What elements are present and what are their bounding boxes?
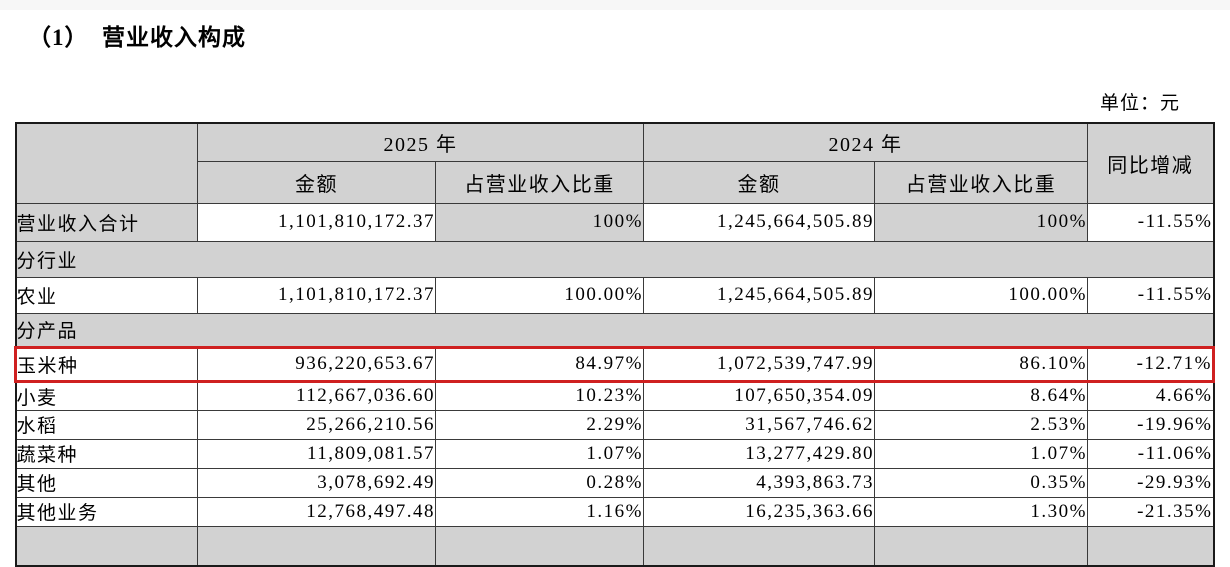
header-share-2025: 占营业收入比重 <box>435 160 644 204</box>
table-row: 蔬菜种 11,809,081.57 1.07% 13,277,429.80 1.07% -… <box>15 438 1214 469</box>
table-row: 水稻 25,266,210.56 2.29% 31,567,746.62 2.53% -1… <box>15 409 1214 440</box>
share-2025: 1.16% <box>435 496 644 527</box>
table-row-highlighted: 玉米种 936,220,653.67 84.97% 1,072,539,747.99 8… <box>14 345 1215 383</box>
amount-2024: 31,567,746.62 <box>643 409 875 440</box>
partial-cell <box>15 525 198 567</box>
header-yoy-change: 同比增减 <box>1087 122 1214 204</box>
yoy-change: -21.35% <box>1087 496 1214 527</box>
amount-2024: 4,393,863.73 <box>643 467 875 498</box>
amount-2025: 3,078,692.49 <box>197 467 436 498</box>
amount-2025: 1,101,810,172.37 <box>197 276 436 314</box>
amount-2024: 1,245,664,505.89 <box>643 202 875 242</box>
page-title: （1） 营业收入构成 <box>28 25 246 50</box>
yoy-change: -29.93% <box>1087 467 1214 498</box>
table-row: 其他 3,078,692.49 0.28% 4,393,863.73 0.35% -29.… <box>15 467 1214 498</box>
amount-2025: 12,768,497.48 <box>197 496 436 527</box>
header-amount-2024: 金额 <box>643 160 875 204</box>
unit-label: 单位：元 <box>1099 93 1180 114</box>
header-row-metrics: 金额 占营业收入比重 金额 占营业收入比重 <box>16 160 1214 204</box>
amount-2024: 16,235,363.66 <box>643 496 875 527</box>
section-label: 分行业 <box>15 240 1214 278</box>
yoy-change: -12.71% <box>1087 345 1215 383</box>
row-label: 水稻 <box>15 409 198 440</box>
share-2024: 100.00% <box>874 276 1088 314</box>
section-row: 分行业 <box>15 240 1214 278</box>
partial-cell <box>1087 525 1214 567</box>
table-row: 农业 1,101,810,172.37 100.00% 1,245,664,505.8… <box>15 276 1214 314</box>
amount-2025: 25,266,210.56 <box>197 409 436 440</box>
table-row: 小麦 112,667,036.60 10.23% 107,650,354.09 8.64… <box>15 380 1214 411</box>
partial-cell <box>435 525 644 567</box>
header-amount-2025: 金额 <box>197 160 436 204</box>
row-label: 其他 <box>15 467 198 498</box>
partial-cell <box>874 525 1088 567</box>
row-label: 蔬菜种 <box>15 438 198 469</box>
partial-cell <box>197 525 436 567</box>
table-row: 营业收入合计 1,101,810,172.37 100% 1,245,664,505.… <box>15 202 1214 242</box>
share-2024: 86.10% <box>874 345 1088 383</box>
header-blank-cell <box>15 122 198 204</box>
row-label: 其他业务 <box>15 496 198 527</box>
amount-2024: 1,245,664,505.89 <box>643 276 875 314</box>
partial-row <box>15 525 1214 567</box>
table-body: 营业收入合计 1,101,810,172.37 100% 1,245,664,505.… <box>14 202 1215 567</box>
share-2025: 84.97% <box>435 345 644 383</box>
yoy-change: -11.55% <box>1087 276 1214 314</box>
share-2025: 1.07% <box>435 438 644 469</box>
partial-cell <box>643 525 875 567</box>
section-row: 分产品 <box>15 312 1214 348</box>
amount-2025: 11,809,081.57 <box>197 438 436 469</box>
yoy-change: -11.55% <box>1087 202 1214 242</box>
section-label: 分产品 <box>15 312 1214 348</box>
share-2025: 10.23% <box>435 380 644 411</box>
amount-2024: 13,277,429.80 <box>643 438 875 469</box>
share-2024: 0.35% <box>874 467 1088 498</box>
share-2025: 100% <box>435 202 644 242</box>
row-label: 营业收入合计 <box>15 202 198 242</box>
top-strip <box>0 0 1230 10</box>
row-label: 玉米种 <box>14 345 198 383</box>
header-year-2025: 2025 年 <box>197 122 644 162</box>
amount-2025: 936,220,653.67 <box>197 345 436 383</box>
yoy-change: -19.96% <box>1087 409 1214 440</box>
share-2024: 100% <box>874 202 1088 242</box>
header-row-years: 2025 年 2024 年 同比增减 <box>15 122 1214 204</box>
amount-2025: 112,667,036.60 <box>197 380 436 411</box>
header-share-2024: 占营业收入比重 <box>874 160 1088 204</box>
share-2025: 2.29% <box>435 409 644 440</box>
amount-2024: 107,650,354.09 <box>643 380 875 411</box>
share-2024: 1.30% <box>874 496 1088 527</box>
share-2024: 2.53% <box>874 409 1088 440</box>
share-2024: 8.64% <box>874 380 1088 411</box>
table-row: 其他业务 12,768,497.48 1.16% 16,235,363.66 1.30%… <box>15 496 1214 527</box>
revenue-composition-table: 2025 年 2024 年 同比增减 金额 占营业收入比重 金额 占营业收入比重… <box>14 122 1215 567</box>
row-label: 小麦 <box>15 380 198 411</box>
share-2024: 1.07% <box>874 438 1088 469</box>
share-2025: 0.28% <box>435 467 644 498</box>
row-label: 农业 <box>15 276 198 314</box>
amount-2025: 1,101,810,172.37 <box>197 202 436 242</box>
yoy-change: -11.06% <box>1087 438 1214 469</box>
amount-2024: 1,072,539,747.99 <box>643 345 875 383</box>
table-header: 2025 年 2024 年 同比增减 金额 占营业收入比重 金额 占营业收入比重 <box>15 122 1214 204</box>
yoy-change: 4.66% <box>1087 380 1214 411</box>
header-year-2024: 2024 年 <box>643 122 1088 162</box>
share-2025: 100.00% <box>435 276 644 314</box>
